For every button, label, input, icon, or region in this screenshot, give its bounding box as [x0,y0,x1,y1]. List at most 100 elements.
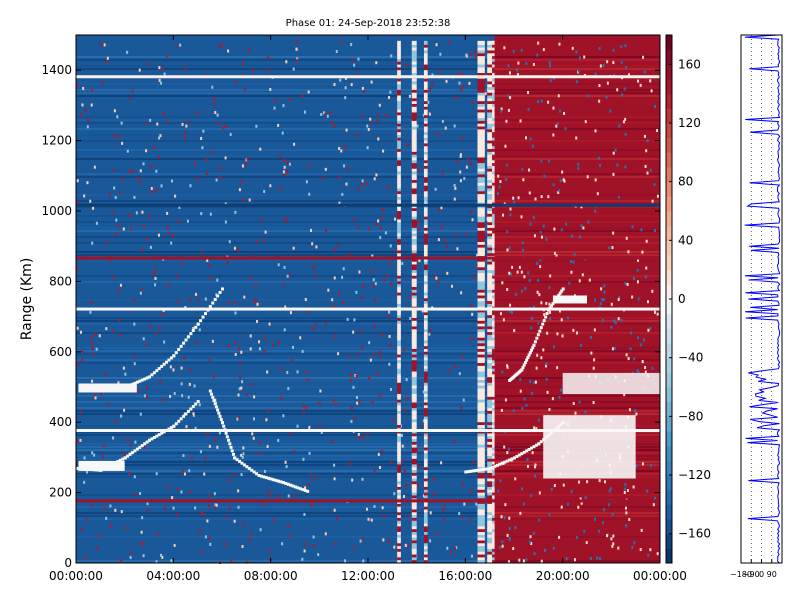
heatmap-echo [274,478,278,482]
heatmap-cell [487,119,495,124]
heatmap-cell [528,168,531,172]
heatmap-echo [539,326,543,330]
heatmap-cell [369,358,372,362]
heatmap-cell [477,409,485,414]
heatmap-cell [411,119,417,124]
heatmap-cell [282,104,285,108]
heatmap-cell [455,233,458,237]
heatmap-cell [503,46,506,50]
heatmap-cell [547,100,550,104]
heatmap-cell [477,207,485,211]
heatmap-cell [372,284,375,288]
heatmap-cell [492,392,495,397]
heatmap-cell [447,40,450,44]
heatmap-cell [487,122,495,127]
heatmap-cell [423,485,428,490]
heatmap-cell [603,480,606,484]
heatmap-cell [146,502,149,506]
heatmap-cell [441,508,444,512]
heatmap-cell [499,479,502,483]
heatmap-cell [522,178,525,182]
heatmap-cell [348,252,351,256]
heatmap-cell [404,543,407,547]
heatmap-cell [411,99,417,104]
heatmap-stripe [76,429,660,432]
heatmap-cell [397,513,401,518]
heatmap-cell [397,553,401,558]
heatmap-cell [411,280,417,285]
heatmap-cell [155,188,158,192]
heatmap-cell [225,515,228,519]
heatmap-cell [234,210,237,214]
heatmap-cell [209,212,212,216]
heatmap-cell [582,226,585,230]
heatmap-cell [146,121,149,125]
heatmap-cell [411,457,417,462]
heatmap-cell [487,40,495,45]
heatmap-cell [624,44,627,48]
heatmap-cell [508,516,511,520]
heatmap-cell [492,443,495,448]
heatmap-cell [423,198,428,203]
heatmap-cell [497,174,500,178]
heatmap-echo [464,470,468,474]
heatmap-cell [344,145,347,149]
heatmap-cell [492,508,495,513]
heatmap-echo [135,380,139,384]
heatmap-cell [423,243,428,248]
heatmap-cell [631,295,634,299]
heatmap-cell [561,334,564,338]
heatmap-cell [487,246,495,251]
heatmap-cell [423,482,428,487]
colorbar [666,35,672,564]
heatmap-cell [411,302,417,307]
colorbar-segment [666,299,672,315]
heatmap-cell [411,398,417,403]
heatmap-cell [438,69,441,73]
x-tick-label: 08:00:00 [244,569,298,583]
heatmap-cell [487,136,495,141]
heatmap-cell [130,551,133,555]
heatmap-cell [76,362,79,366]
heatmap-cell [194,506,197,510]
heatmap-cell [135,211,138,215]
heatmap-band [494,116,660,118]
heatmap-cell [553,251,556,255]
heatmap-cell [131,89,134,93]
heatmap-cell [423,508,428,513]
heatmap-band [494,401,660,403]
heatmap-cell [411,328,417,333]
heatmap-cell [182,454,185,458]
heatmap-cell [397,83,401,88]
heatmap-cell [263,503,266,507]
heatmap-cell [529,379,532,383]
heatmap-cell [260,218,263,222]
heatmap-cell [520,289,523,293]
heatmap-cell [333,477,336,481]
heatmap-cell [383,278,386,282]
heatmap-cell [487,97,495,102]
heatmap-cell [411,167,417,172]
heatmap-cell [487,285,495,290]
heatmap-echo [179,417,183,421]
heatmap-cell [529,222,532,226]
heatmap-cell [152,145,155,149]
heatmap-cell [408,94,411,98]
heatmap-cell [538,293,541,297]
heatmap-cell [169,365,172,369]
heatmap-cell [397,406,401,411]
heatmap-cell [259,441,262,445]
heatmap-cell [124,372,127,376]
heatmap-cell [329,111,332,115]
heatmap-band [76,155,495,157]
heatmap-cell [592,401,595,405]
heatmap-cell [487,435,495,440]
heatmap-cell [411,344,417,349]
heatmap-cell [397,395,401,400]
heatmap-cell [487,513,495,518]
heatmap-cell [492,522,495,527]
heatmap-cell [492,136,495,141]
heatmap-cell [143,446,146,450]
heatmap-cell [353,545,356,549]
heatmap-cell [477,347,485,352]
